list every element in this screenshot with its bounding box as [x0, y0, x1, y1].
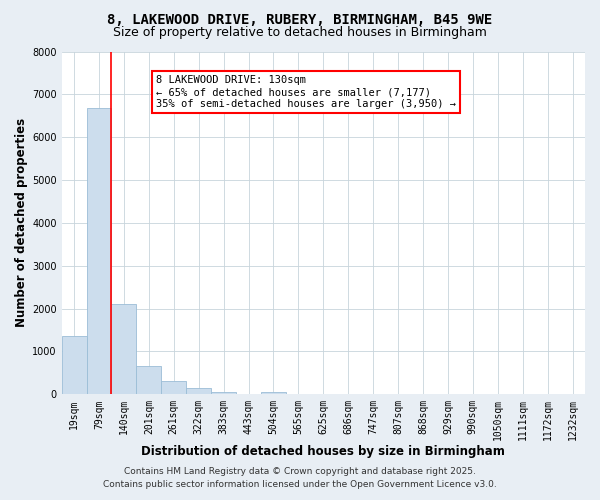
Bar [136, 366, 161, 394]
Bar [161, 381, 186, 394]
Text: 8, LAKEWOOD DRIVE, RUBERY, BIRMINGHAM, B45 9WE: 8, LAKEWOOD DRIVE, RUBERY, BIRMINGHAM, B… [107, 12, 493, 26]
Bar [62, 336, 86, 394]
Bar [86, 108, 112, 395]
Text: Size of property relative to detached houses in Birmingham: Size of property relative to detached ho… [113, 26, 487, 39]
Y-axis label: Number of detached properties: Number of detached properties [15, 118, 28, 328]
Text: 8 LAKEWOOD DRIVE: 130sqm
← 65% of detached houses are smaller (7,177)
35% of sem: 8 LAKEWOOD DRIVE: 130sqm ← 65% of detach… [156, 76, 456, 108]
Text: Contains HM Land Registry data © Crown copyright and database right 2025.
Contai: Contains HM Land Registry data © Crown c… [103, 468, 497, 489]
Bar [261, 392, 286, 394]
Bar [211, 392, 236, 394]
X-axis label: Distribution of detached houses by size in Birmingham: Distribution of detached houses by size … [142, 444, 505, 458]
Bar [112, 304, 136, 394]
Bar [186, 388, 211, 394]
